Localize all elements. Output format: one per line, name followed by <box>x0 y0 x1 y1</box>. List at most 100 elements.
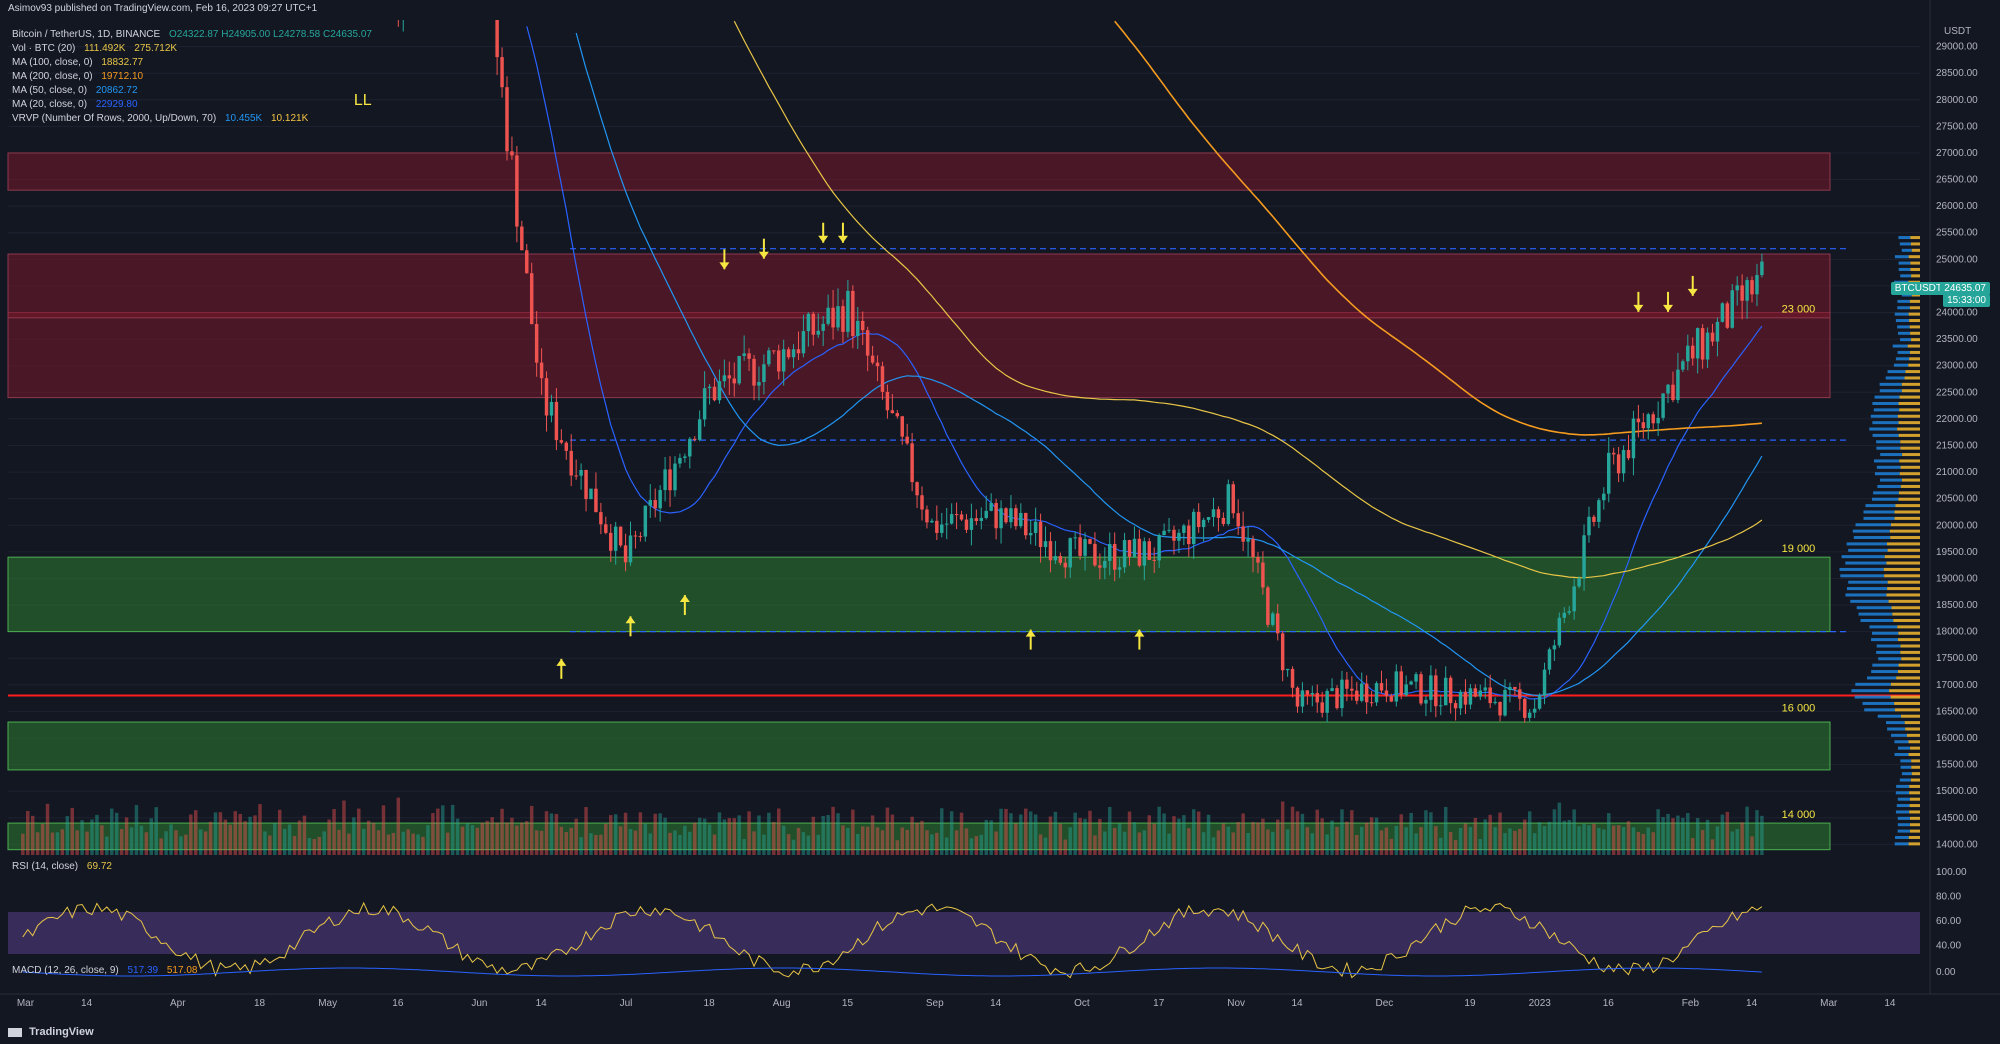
legend-vrvp-row[interactable]: VRVP (Number Of Rows, 2000, Up/Down, 70)… <box>12 112 314 125</box>
volume-bar <box>1419 827 1423 855</box>
vrvp-bar-down <box>1900 484 1920 488</box>
volume-bar <box>1345 821 1349 855</box>
volume-bar <box>1330 820 1334 855</box>
macd-pane <box>22 967 1762 977</box>
volume-bar <box>1572 809 1576 855</box>
vrvp-bar-down <box>1908 753 1920 757</box>
volume-bar <box>1602 829 1606 855</box>
volume-bar <box>1374 817 1379 855</box>
candle-body <box>1137 538 1142 566</box>
legend-ma100-row[interactable]: MA (100, close, 0) 18832.77 <box>12 56 149 69</box>
candle-body <box>776 350 781 372</box>
vrvp-bar-down <box>1894 510 1920 514</box>
volume-bar <box>278 809 282 855</box>
candle-body <box>1424 699 1428 704</box>
candle-body <box>648 500 653 506</box>
volume-bar <box>327 819 331 855</box>
volume-bar <box>312 838 317 855</box>
volume-bar <box>1527 811 1532 855</box>
tradingview-brand[interactable]: TradingView <box>8 1026 94 1038</box>
candle-body <box>1656 417 1660 424</box>
candle-body <box>1236 513 1240 527</box>
price-tick: 16000.00 <box>1936 733 1978 744</box>
volume-bar <box>465 823 470 855</box>
time-tick: 18 <box>704 998 716 1009</box>
ma50-label: MA (50, close, 0) <box>12 85 88 96</box>
price-tick: 22000.00 <box>1936 414 1978 425</box>
volume-bar <box>1389 838 1394 855</box>
candle-body <box>1364 683 1369 703</box>
candle-body <box>984 510 988 518</box>
vrvp-bar-up <box>1897 816 1910 820</box>
candle-body <box>1019 512 1023 527</box>
volume-bar <box>85 831 89 855</box>
volume-bar <box>253 815 257 855</box>
volume-bar <box>836 813 840 855</box>
candle-body <box>574 475 578 477</box>
candle-body <box>1695 328 1700 359</box>
volume-bar <box>391 832 396 855</box>
volume-bar <box>806 835 811 855</box>
volume-bar <box>371 822 376 855</box>
vrvp-bar-up <box>1873 491 1899 495</box>
volume-bar <box>717 812 722 855</box>
volume-bar <box>1310 833 1315 855</box>
volume-bar <box>589 833 593 855</box>
volume-bar <box>273 823 277 855</box>
legend-macd-row[interactable]: MACD (12, 26, close, 9) 517.39 517.08 <box>12 964 203 977</box>
time-tick: 14 <box>1884 998 1896 1009</box>
candle-body <box>1394 671 1399 702</box>
volume-bar <box>979 834 984 855</box>
legend-ma20-row[interactable]: MA (20, close, 0) 22929.80 <box>12 98 144 111</box>
vrvp-bar-down <box>1910 236 1920 240</box>
volume-bar <box>1009 813 1013 855</box>
volume-bar <box>628 828 633 855</box>
candle-body <box>1211 509 1216 518</box>
vrvp-bar-up <box>1848 548 1888 552</box>
volume-bar <box>599 834 603 855</box>
time-tick: 19 <box>1464 998 1476 1009</box>
volume-bar <box>1671 818 1675 855</box>
volume-bar <box>826 815 830 855</box>
candle-body <box>1661 393 1665 418</box>
vrvp-bar-down <box>1886 561 1920 565</box>
legend-rsi-row[interactable]: RSI (14, close) 69.72 <box>12 860 118 873</box>
candle-body <box>544 378 549 416</box>
vrvp-bar-down <box>1898 401 1920 405</box>
volume-bar <box>648 833 653 855</box>
legend-ma50-row[interactable]: MA (50, close, 0) 20862.72 <box>12 84 144 97</box>
candle-body <box>1038 521 1043 548</box>
volume-bar <box>1592 823 1596 855</box>
vrvp-bar-up <box>1872 631 1899 635</box>
legend-ma200-row[interactable]: MA (200, close, 0) 19712.10 <box>12 70 149 83</box>
volume-bar <box>90 819 94 855</box>
vrvp-bar-down <box>1911 772 1920 776</box>
vrvp-bar-down <box>1897 414 1920 418</box>
volume-bar <box>510 817 514 855</box>
candle-body <box>1745 280 1749 301</box>
legend-symbol-row[interactable]: Bitcoin / TetherUS, 1D, BINANCE O24322.8… <box>12 28 378 41</box>
volume-bar <box>1710 839 1715 855</box>
volume-bar <box>233 811 237 855</box>
ma100-value: 18832.77 <box>101 57 144 68</box>
candle-body <box>559 440 564 443</box>
volume-bar <box>263 831 267 855</box>
volume-bar <box>846 827 850 855</box>
volume-bar <box>915 822 919 855</box>
volume-bar <box>40 823 45 855</box>
tradingview-logo-icon <box>8 1027 22 1037</box>
volume-bar <box>549 813 554 855</box>
vrvp-bar-down <box>1910 331 1920 335</box>
resistance-zone <box>7 152 1831 191</box>
volume-bar <box>238 813 242 855</box>
candle-body <box>1740 285 1744 301</box>
time-tick: 18 <box>254 998 266 1009</box>
volume-bar <box>154 807 158 855</box>
candle-body <box>925 509 929 523</box>
vrvp-bar-up <box>1845 593 1887 597</box>
volume-bar <box>1686 813 1690 855</box>
candle-body <box>964 519 969 530</box>
legend-volume-row[interactable]: Vol · BTC (20) 111.492K 275.712K <box>12 42 183 55</box>
candle-body <box>1359 683 1364 701</box>
